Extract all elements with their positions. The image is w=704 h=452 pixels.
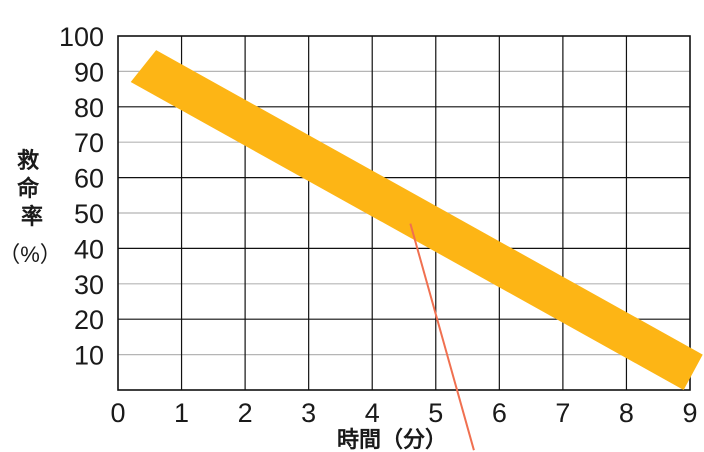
band-layer — [130, 50, 703, 390]
tick-labels: 0 1 2 3 4 5 6 7 8 9 10 20 30 40 50 60 70 80 90 100 — [59, 22, 698, 428]
y-axis-label: 救 命 率 — [17, 149, 47, 230]
y-tick-label: 20 — [74, 305, 104, 335]
x-tick-label: 2 — [238, 398, 253, 428]
x-tick-label: 1 — [174, 398, 189, 428]
y-axis-label-char-2: 命 — [17, 176, 40, 202]
x-tick-label: 4 — [365, 398, 380, 428]
pointer-layer — [409, 223, 475, 451]
x-tick-label: 0 — [110, 398, 125, 428]
y-tick-label: 10 — [74, 341, 104, 371]
y-tick-label: 80 — [74, 93, 104, 123]
y-tick-label: 90 — [74, 57, 104, 87]
pointer-line — [409, 223, 475, 451]
y-axis-label-char-1: 救 — [17, 149, 39, 174]
y-tick-label: 40 — [74, 234, 104, 264]
x-tick-label: 5 — [428, 398, 443, 428]
survival-rate-band — [130, 50, 703, 390]
y-tick-label: 50 — [74, 199, 104, 229]
plot-frame — [117, 35, 691, 391]
y-tick-label: 70 — [74, 128, 104, 158]
x-tick-label: 6 — [492, 398, 507, 428]
x-tick-label: 3 — [301, 398, 316, 428]
y-axis-label-char-3: 率 — [21, 204, 43, 230]
y-tick-label: 100 — [59, 22, 104, 52]
x-tick-label: 8 — [619, 398, 634, 428]
y-tick-label: 60 — [74, 164, 104, 194]
x-tick-label: 9 — [682, 398, 697, 428]
y-tick-label: 30 — [74, 270, 104, 300]
x-axis-label: 時間（分） — [337, 428, 447, 452]
x-tick-label: 7 — [555, 398, 570, 428]
y-axis-unit-label: （%） — [0, 242, 62, 267]
